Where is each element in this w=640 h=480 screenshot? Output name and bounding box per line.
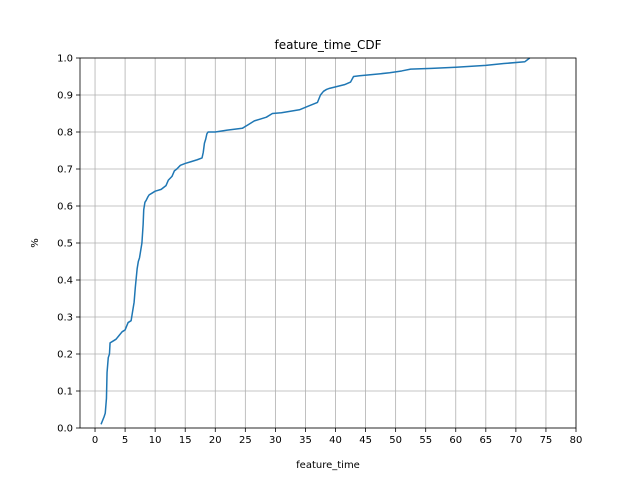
- x-tick-label: 25: [239, 435, 252, 446]
- plot-area: [100, 57, 531, 425]
- x-tick-label: 35: [299, 435, 312, 446]
- grid-lines: [80, 57, 577, 429]
- x-tick-label: 30: [269, 435, 282, 446]
- x-tick-label: 45: [359, 435, 372, 446]
- y-tick-label: 0.3: [57, 313, 73, 324]
- x-tick-label: 0: [92, 435, 98, 446]
- chart-title: feature_time_CDF: [275, 38, 382, 52]
- x-tick-label: 80: [570, 435, 583, 446]
- y-tick-label: 0.8: [57, 128, 73, 139]
- y-tick-label: 0.0: [57, 424, 73, 435]
- x-tick-label: 75: [540, 435, 553, 446]
- y-tick-label: 0.7: [57, 165, 73, 176]
- x-tick-label: 55: [419, 435, 432, 446]
- x-tick-label: 60: [449, 435, 462, 446]
- x-tick-label: 10: [149, 435, 162, 446]
- x-tick-label: 70: [510, 435, 523, 446]
- y-tick-label: 0.4: [57, 276, 73, 287]
- y-tick-label: 0.1: [57, 387, 73, 398]
- y-tick-label: 0.2: [57, 350, 73, 361]
- y-tick-label: 1.0: [57, 54, 73, 65]
- cdf-series-line: [100, 57, 531, 425]
- x-axis: 0 5 10 15 20 25 30 35 40 45 50 55 60 65 70 75 80: [92, 428, 583, 446]
- x-tick-label: 65: [479, 435, 492, 446]
- x-tick-label: 15: [179, 435, 192, 446]
- x-tick-label: 40: [329, 435, 342, 446]
- y-tick-label: 0.5: [57, 239, 73, 250]
- y-axis: 0.0 0.1 0.2 0.3 0.4 0.5 0.6 0.7 0.8 0.9 1.0: [57, 54, 80, 435]
- x-tick-label: 20: [209, 435, 222, 446]
- x-tick-label: 50: [389, 435, 402, 446]
- x-tick-label: 5: [122, 435, 128, 446]
- y-axis-label: %: [30, 238, 41, 248]
- x-axis-label: feature_time: [296, 460, 360, 471]
- y-tick-label: 0.6: [57, 202, 73, 213]
- y-tick-label: 0.9: [57, 91, 73, 102]
